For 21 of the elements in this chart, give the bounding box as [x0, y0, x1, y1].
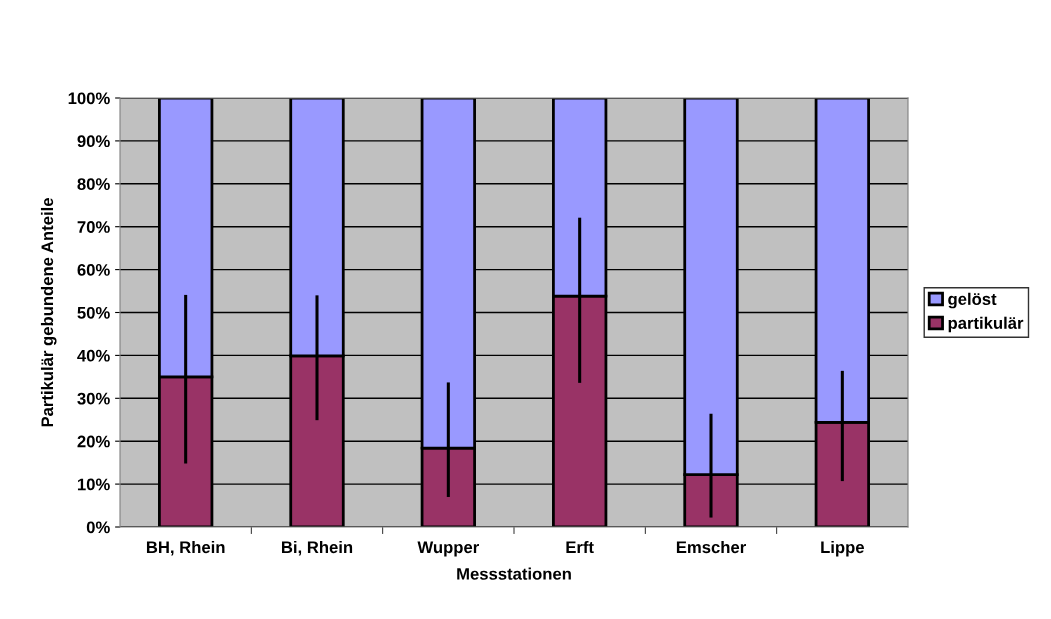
y-tick-label: 80% [77, 178, 110, 190]
y-tick-label: 60% [77, 264, 110, 276]
legend-label: gelöst [948, 292, 997, 309]
x-tick-label: Erft [566, 540, 594, 554]
y-tick-label: 90% [77, 135, 110, 148]
legend-label: partikulär [948, 316, 1024, 333]
y-axis-title: Partikulär gebundene Anteile [40, 198, 57, 427]
y-tick-label: 70% [77, 221, 110, 233]
x-tick-label: BH, Rhein [146, 540, 225, 556]
y-tick-label: 50% [77, 306, 110, 319]
x-tick-label: Emscher [676, 540, 746, 554]
y-tick-label: 20% [77, 435, 110, 448]
x-tick-label: Wupper [417, 541, 479, 557]
x-tick-label: Bi, Rhein [282, 540, 353, 556]
x-tick-label: Lippe [821, 540, 864, 557]
y-tick-label: 0% [86, 521, 110, 534]
x-axis-title: Messstationen [457, 567, 571, 580]
y-tick-label: 10% [77, 478, 110, 491]
y-tick-label: 100% [68, 92, 110, 105]
y-tick-label: 30% [77, 392, 110, 405]
y-tick-label: 40% [77, 349, 110, 362]
